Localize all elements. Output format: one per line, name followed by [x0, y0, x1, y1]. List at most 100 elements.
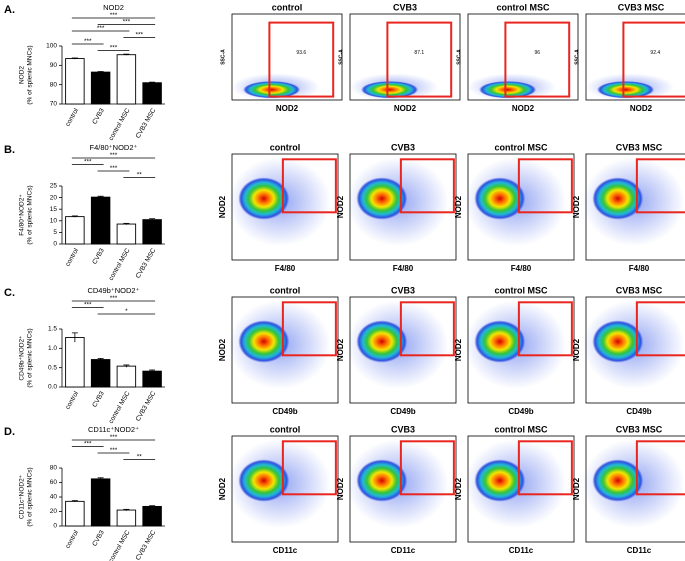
gate: [399, 440, 455, 496]
flow-y-label: NOD2: [336, 195, 345, 218]
bar: [142, 82, 162, 105]
flow-y-label: NOD2: [336, 338, 345, 361]
chart-title: NOD2: [103, 3, 124, 12]
flow-title: control: [270, 424, 301, 434]
gate: [281, 440, 337, 496]
gate: [635, 301, 685, 357]
density-core: [356, 320, 408, 363]
gate: [268, 21, 335, 98]
x-tick-label: control: [64, 247, 80, 268]
x-tick-label: CVB3: [91, 529, 106, 548]
flow-x-label: F4/80: [275, 264, 296, 273]
flow-y-label: NOD2: [572, 195, 581, 218]
x-tick-label: control MSC: [108, 107, 132, 142]
gate-value: 96: [535, 50, 541, 56]
gate: [517, 301, 573, 357]
y-tick-label: 20: [50, 508, 58, 515]
flow-y-label: NOD2: [218, 477, 227, 500]
y-axis-label: (% of splenic MNCs): [27, 45, 34, 104]
bar: [116, 509, 137, 527]
y-axis-label: CD11c⁺NOD2⁺: [19, 474, 26, 519]
panel-label: B.: [4, 144, 15, 156]
flow-title: control MSC: [497, 2, 550, 12]
flow-y-label: SSC-A: [456, 49, 462, 65]
y-tick-label: 80: [50, 465, 58, 472]
density-core: [479, 81, 537, 99]
bar: [65, 58, 85, 105]
flow-title: control: [272, 2, 303, 12]
flow-y-label: NOD2: [336, 477, 345, 500]
density-core: [243, 81, 301, 99]
bar: [116, 365, 137, 388]
y-tick-label: 60: [50, 479, 58, 486]
y-tick-label: 1.5: [48, 326, 57, 333]
x-tick-label: control MSC: [108, 247, 132, 282]
flow-x-label: NOD2: [276, 104, 299, 113]
bar: [90, 478, 111, 527]
density-core: [238, 320, 290, 363]
x-tick-label: CVB3 MSC: [135, 529, 158, 561]
density-core: [474, 177, 526, 220]
x-tick-label: control MSC: [108, 390, 132, 425]
bar: [65, 216, 85, 245]
significance-label: ***: [84, 441, 92, 448]
density-core: [592, 320, 644, 363]
flow-y-label: NOD2: [572, 477, 581, 500]
flow-title: CVB3 MSC: [616, 285, 663, 295]
flow-y-label: NOD2: [572, 338, 581, 361]
flow-title: control MSC: [495, 285, 548, 295]
flow-title: control: [270, 142, 301, 152]
y-tick-label: 20: [50, 194, 58, 201]
bar: [142, 505, 162, 527]
density-core: [592, 459, 644, 502]
y-tick-label: 10: [50, 218, 58, 225]
density-core: [356, 459, 408, 502]
gate: [281, 158, 337, 214]
gate: [399, 158, 455, 214]
y-tick-label: 90: [50, 62, 58, 69]
x-tick-label: CVB3 MSC: [135, 107, 158, 140]
significance-label: ***: [110, 12, 118, 19]
y-tick-label: 0: [53, 523, 57, 530]
x-tick-label: CVB3 MSC: [135, 390, 158, 423]
bar: [90, 196, 111, 245]
significance-label: ***: [110, 434, 118, 441]
density-core: [238, 459, 290, 502]
significance-label: ***: [97, 25, 105, 32]
flow-title: control MSC: [495, 142, 548, 152]
flow-title: CVB3: [391, 142, 415, 152]
y-tick-label: 0: [53, 241, 57, 248]
y-tick-label: 1.0: [48, 345, 57, 352]
y-tick-label: 80: [50, 81, 58, 88]
bar: [142, 219, 162, 245]
x-tick-label: control: [64, 107, 80, 128]
flow-x-label: CD11c: [509, 546, 534, 555]
gate: [622, 21, 685, 98]
x-tick-label: CVB3: [91, 390, 106, 409]
significance-label: ***: [84, 38, 92, 45]
density-core: [592, 177, 644, 220]
y-tick-label: 70: [50, 101, 58, 108]
bar: [116, 223, 137, 245]
flow-title: control MSC: [495, 424, 548, 434]
gate-value: 93.6: [296, 50, 306, 56]
significance-label: ***: [110, 447, 118, 454]
y-axis-label: NOD2: [19, 66, 26, 84]
significance-label: **: [137, 454, 143, 461]
flow-x-label: CD49b: [508, 407, 533, 416]
gate: [281, 301, 337, 357]
flow-x-label: CD49b: [390, 407, 415, 416]
gate: [635, 440, 685, 496]
flow-x-label: F4/80: [629, 264, 650, 273]
significance-label: ***: [110, 45, 118, 52]
x-tick-label: CVB3: [91, 107, 106, 126]
flow-y-label: SSC-A: [574, 49, 580, 65]
bar: [116, 54, 137, 105]
y-tick-label: 0.5: [48, 364, 57, 371]
flow-x-label: CD11c: [273, 546, 298, 555]
panel-label: D.: [4, 426, 15, 438]
flow-x-label: F4/80: [393, 264, 414, 273]
y-axis-label: (% of splenic MNCs): [27, 185, 34, 244]
chart-title: CD49b⁺NOD2⁺: [87, 286, 139, 295]
flow-x-label: CD11c: [391, 546, 416, 555]
